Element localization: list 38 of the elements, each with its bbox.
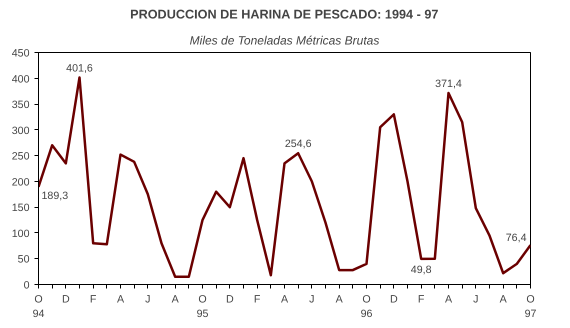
x-tick-label: A <box>500 294 508 306</box>
x-tick-label: A <box>280 294 289 306</box>
y-tick-label: 100 <box>12 228 30 240</box>
y-tick-label: 150 <box>12 202 30 214</box>
x-tick-label: F <box>418 294 425 306</box>
y-tick-label: 200 <box>12 176 30 188</box>
x-tick-label: J <box>309 294 314 306</box>
x-tick-label: O 95 <box>196 294 208 320</box>
x-tick-label: A <box>116 294 125 306</box>
x-tick-label: O 94 <box>32 294 44 320</box>
y-tick-label: 400 <box>12 73 30 86</box>
x-tick-label: O 97 <box>524 294 536 320</box>
x-tick-label: O 96 <box>360 294 372 320</box>
y-tick-label: 300 <box>12 124 30 137</box>
x-tick-label: D <box>390 294 398 306</box>
data-label: 76,4 <box>506 232 527 244</box>
y-tick-label: 250 <box>12 150 30 163</box>
chart-subtitle: Miles de Toneladas Métricas Brutas <box>190 34 380 48</box>
x-tick-label: F <box>90 294 97 306</box>
chart-title: PRODUCCION DE HARINA DE PESCADO: 1994 - 97 <box>130 8 438 22</box>
x-tick-label: A <box>444 294 453 306</box>
line-series <box>38 76 530 278</box>
x-tick-label: D <box>62 294 70 306</box>
x-tick-label: D <box>226 294 234 306</box>
data-label: 401,6 <box>66 62 93 74</box>
data-label: 49,8 <box>410 264 432 276</box>
y-tick-label: 50 <box>18 254 30 266</box>
data-label: 254,6 <box>284 138 312 150</box>
x-tick-label: J <box>145 294 150 306</box>
x-tick-label: F <box>254 294 261 306</box>
y-tick-label: 350 <box>12 99 30 112</box>
x-tick-label: A <box>336 294 344 306</box>
data-label: 371,4 <box>435 78 462 90</box>
y-tick-label: 0 <box>24 280 30 292</box>
x-tick-label: J <box>473 294 478 306</box>
x-tick-label: A <box>172 294 180 306</box>
y-tick-label: 450 <box>12 48 30 60</box>
data-label: 189,3 <box>42 190 68 202</box>
